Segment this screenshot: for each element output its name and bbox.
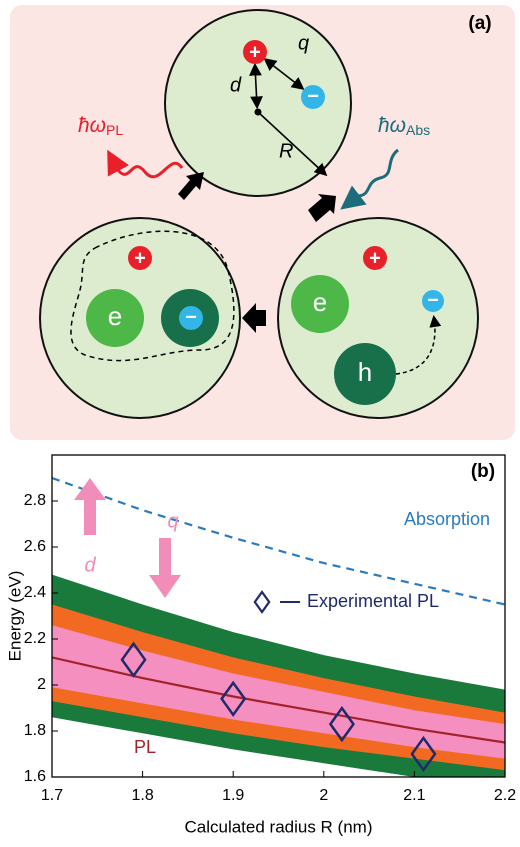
y-tick-label: 2.4 xyxy=(24,584,46,601)
minus: − xyxy=(307,85,319,107)
panel-label: (b) xyxy=(471,461,495,482)
panel-a: (a) + − q d R ħωPL ħωAbs + e − + e h − xyxy=(10,5,515,440)
y-tick-label: 2 xyxy=(37,676,46,693)
y-tick-label: 2.6 xyxy=(24,538,46,555)
panel-label: (a) xyxy=(468,13,491,34)
y-tick-label: 1.8 xyxy=(24,722,46,739)
e-label: e xyxy=(108,301,122,331)
x-tick-label: 2.1 xyxy=(403,787,425,804)
absorption-sub: Abs xyxy=(406,122,430,138)
minus: − xyxy=(427,289,439,311)
plus: + xyxy=(134,247,146,269)
q-arrow xyxy=(149,538,181,598)
h-label: h xyxy=(358,357,372,387)
q-label: q xyxy=(298,32,309,54)
x-tick-label: 2.2 xyxy=(494,787,516,804)
annotation: q xyxy=(167,510,178,532)
y-axis-label: Energy (eV) xyxy=(5,571,24,662)
x-tick-label: 1.9 xyxy=(222,787,244,804)
plus: + xyxy=(369,247,381,269)
y-tick-label: 2.2 xyxy=(24,630,46,647)
figure: (a) + − q d R ħωPL ħωAbs + e − + e h − 1… xyxy=(0,0,520,842)
x-tick-label: 1.8 xyxy=(131,787,153,804)
x-axis-label: Calculated radius R (nm) xyxy=(184,817,372,836)
emission-sub: PL xyxy=(106,122,123,138)
y-tick-label: 1.6 xyxy=(24,768,46,785)
x-tick-label: 2 xyxy=(319,787,328,804)
panel-b: 1.6 1.8 2 2.2 2.4 2.6 2.8 1.7 1.8 1.9 2 2.1 2.2 Calcu… xyxy=(5,455,516,836)
legend-marker xyxy=(255,592,269,612)
series-label: Absorption xyxy=(404,509,490,529)
line xyxy=(52,478,505,605)
r-label: R xyxy=(279,140,293,162)
y-tick-label: 2.8 xyxy=(24,492,46,509)
absorption-symbol: ħω xyxy=(378,114,406,137)
d-label: d xyxy=(230,74,242,96)
series-label: PL xyxy=(134,737,156,757)
plus: + xyxy=(249,41,261,63)
e-label: e xyxy=(313,287,327,317)
legend-label: Experimental PL xyxy=(307,591,439,611)
minus: − xyxy=(185,306,197,328)
x-tick-label: 1.7 xyxy=(41,787,63,804)
emission-symbol: ħω xyxy=(78,114,106,137)
annotation: d xyxy=(84,554,96,576)
